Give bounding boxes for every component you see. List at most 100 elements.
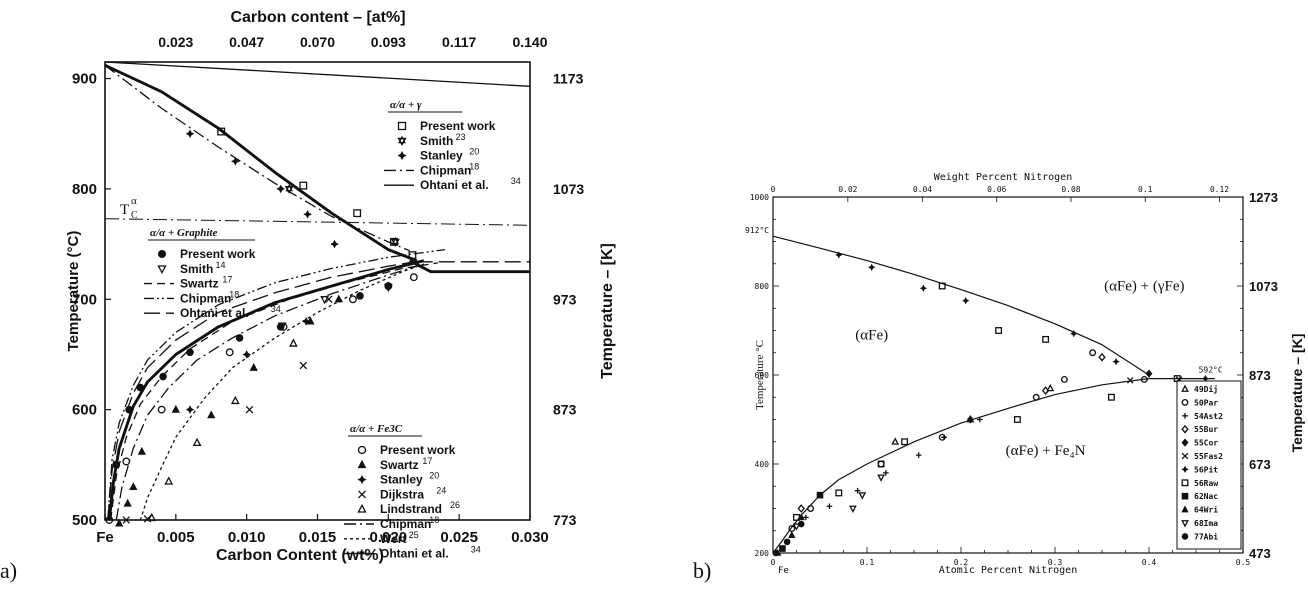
legend-text: Dijkstra xyxy=(380,487,424,501)
legend-symbol-star-open xyxy=(397,135,407,146)
data-point-circle-filled xyxy=(797,520,805,528)
data-point-circle-open xyxy=(157,405,166,414)
data-point-circle-open xyxy=(225,348,234,357)
legend-symbol-square-open xyxy=(397,121,407,131)
legend-symbol-circle-open xyxy=(357,445,367,455)
y-tick-label: 200 xyxy=(755,549,770,558)
data-point-square-open xyxy=(877,460,885,468)
data-point-x xyxy=(325,295,333,304)
legend-text: Stanley xyxy=(380,473,423,487)
data-point-triangle-open xyxy=(192,437,202,447)
data-point-circle-open xyxy=(1032,393,1040,401)
data-point-circle-filled xyxy=(235,334,244,342)
legend-text: 55Cor xyxy=(1194,439,1218,448)
data-point-circle-open xyxy=(807,505,815,512)
data-point-circle-open xyxy=(384,282,393,290)
data-point-circle-filled xyxy=(136,383,145,392)
data-point-cross-filled xyxy=(231,157,240,166)
data-point-square-open xyxy=(408,251,417,260)
right-tick-label: 1173 xyxy=(553,71,584,87)
data-point-triangle-open xyxy=(147,512,157,522)
legend-symbol-diamond-filled xyxy=(1181,438,1189,447)
data-point-cross-filled xyxy=(868,263,876,271)
legend-symbol-diamond-open xyxy=(1181,424,1189,434)
legend-text: 49Dij xyxy=(1194,384,1218,394)
fe-label: Fe xyxy=(778,566,789,576)
right-tick-label: 473 xyxy=(1249,546,1271,561)
legend-text: 77Abi xyxy=(1194,531,1218,541)
top-axis-title: Carbon content – [at%] xyxy=(230,9,405,26)
data-point-plus xyxy=(915,452,922,458)
x-tick-label: 0.020 xyxy=(370,529,408,546)
data-point-triangle-filled xyxy=(334,294,343,303)
legend-ref: 34 xyxy=(471,545,481,555)
data-point-cross-filled xyxy=(301,317,311,326)
x-tick-label: 0 xyxy=(771,558,776,567)
data-point-cross-filled xyxy=(962,297,970,305)
data-point-square-open xyxy=(1042,335,1050,343)
y-tick-label: 800 xyxy=(72,181,97,198)
y-tick-label: 400 xyxy=(755,460,770,469)
top-tick-label: 0.140 xyxy=(512,34,547,50)
legend-text: 68Ima xyxy=(1194,519,1218,528)
legend-ref: 25 xyxy=(409,530,419,540)
data-point-triangle-down-open xyxy=(849,505,857,513)
y-tick-label: 1000 xyxy=(750,193,769,202)
legend-symbol-cross-filled xyxy=(357,475,367,485)
data-point-cross-filled xyxy=(919,284,928,292)
data-point-triangle-filled xyxy=(171,404,180,413)
series-line-9 xyxy=(110,262,438,521)
legend-text: 56Pit xyxy=(1194,464,1218,474)
data-point-square-open xyxy=(1013,416,1021,423)
top-tick-label: 0.04 xyxy=(913,185,932,194)
right-axis-title: Temperature – [K] xyxy=(1289,334,1305,453)
x-axis-title: Atomic Percent Nitrogen xyxy=(939,565,1077,576)
legend-symbol-triangle-down-open xyxy=(157,265,167,275)
right-tick-label: 873 xyxy=(553,402,577,418)
legend-symbol-square-filled xyxy=(1181,492,1189,500)
y-axis-title: Temperature °C xyxy=(754,340,766,410)
top-tick-label: 0.023 xyxy=(158,34,193,50)
legend-ref: 34 xyxy=(511,176,521,186)
legend-symbol-cross-filled xyxy=(1181,465,1189,474)
region-label: (αFe) + Fe₄N xyxy=(1006,443,1086,459)
right-axis-title: Temperature – [K] xyxy=(599,243,616,379)
data-point-diamond-filled xyxy=(966,415,974,424)
x-tick-label: 0.005 xyxy=(157,529,195,546)
top-tick-label: 0.08 xyxy=(1061,185,1080,194)
data-point-triangle-down-open xyxy=(792,523,801,531)
x-axis-title: Carbon Content (wt%) xyxy=(216,547,384,564)
legend-text: Present work xyxy=(380,443,456,457)
data-point-square-open xyxy=(217,127,226,136)
y-tick-label: 700 xyxy=(72,291,97,308)
top-tick-label: 0.12 xyxy=(1210,185,1229,194)
data-point-triangle-open xyxy=(289,338,298,347)
legend-text: 56Raw xyxy=(1194,479,1218,488)
right-tick-label: 673 xyxy=(1249,457,1271,472)
legend-text: Swartz xyxy=(180,277,219,291)
data-point-x xyxy=(299,361,308,370)
legend-symbol-plus xyxy=(1182,413,1188,419)
legend-title: α/α + Fe3C xyxy=(350,423,403,435)
legend-symbol-triangle-open xyxy=(1181,384,1189,392)
data-point-circle-filled xyxy=(159,372,167,381)
data-point-circle-open xyxy=(877,460,885,468)
y-tick-label: 600 xyxy=(755,371,770,380)
legend-symbol-triangle-open xyxy=(357,503,367,513)
data-point-circle-filled xyxy=(356,292,364,300)
x-tick-label: 0.030 xyxy=(511,529,549,546)
data-point-triangle-filled xyxy=(207,410,216,419)
data-point-star-open xyxy=(391,236,400,247)
data-point-triangle-open xyxy=(230,395,240,405)
legend-text: Stanley xyxy=(420,149,463,163)
data-point-square-open xyxy=(299,181,308,190)
y-tick-label: 500 xyxy=(72,512,97,529)
data-point-x xyxy=(122,516,131,524)
data-point-square-open xyxy=(938,282,946,290)
legend-text: Swartz xyxy=(380,458,419,472)
y-axis-title: Temperature (°C) xyxy=(65,231,82,352)
legend-text: 54Ast2 xyxy=(1194,412,1223,421)
series-line-3 xyxy=(104,218,531,226)
data-point-plus xyxy=(977,416,983,423)
right-tick-label: 873 xyxy=(1249,368,1271,383)
